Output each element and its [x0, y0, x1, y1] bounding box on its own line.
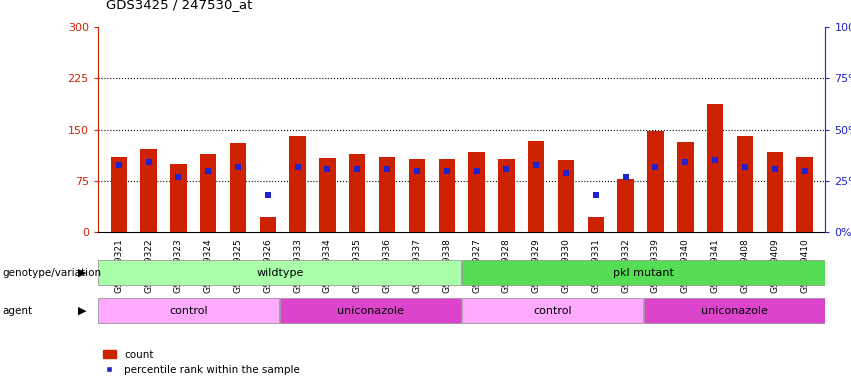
Legend: count, percentile rank within the sample: count, percentile rank within the sample: [103, 350, 300, 375]
Bar: [140, 149, 157, 232]
Bar: [111, 157, 127, 232]
Bar: [677, 142, 694, 232]
Bar: [707, 104, 723, 232]
Text: pkl mutant: pkl mutant: [613, 268, 674, 278]
Bar: [767, 152, 783, 232]
Bar: [408, 159, 426, 232]
Text: GDS3425 / 247530_at: GDS3425 / 247530_at: [106, 0, 253, 12]
Bar: [99, 298, 279, 323]
Bar: [618, 179, 634, 232]
Bar: [170, 164, 186, 232]
Bar: [462, 260, 825, 285]
Bar: [797, 157, 813, 232]
Bar: [379, 157, 396, 232]
Bar: [260, 217, 276, 232]
Bar: [349, 154, 365, 232]
Text: ▶: ▶: [78, 268, 87, 278]
Bar: [468, 152, 485, 232]
Bar: [438, 159, 455, 232]
Bar: [289, 136, 306, 232]
Bar: [528, 141, 545, 232]
Text: agent: agent: [3, 306, 32, 316]
Bar: [280, 298, 461, 323]
Text: uniconazole: uniconazole: [701, 306, 768, 316]
Bar: [558, 161, 574, 232]
Bar: [588, 217, 604, 232]
Bar: [498, 159, 515, 232]
Text: control: control: [169, 306, 208, 316]
Bar: [319, 158, 335, 232]
Bar: [99, 260, 461, 285]
Bar: [230, 143, 246, 232]
Bar: [648, 131, 664, 232]
Bar: [200, 154, 216, 232]
Bar: [644, 298, 825, 323]
Text: genotype/variation: genotype/variation: [3, 268, 101, 278]
Bar: [737, 136, 753, 232]
Text: ▶: ▶: [78, 306, 87, 316]
Text: uniconazole: uniconazole: [337, 306, 404, 316]
Text: wildtype: wildtype: [256, 268, 304, 278]
Bar: [462, 298, 643, 323]
Text: control: control: [534, 306, 572, 316]
